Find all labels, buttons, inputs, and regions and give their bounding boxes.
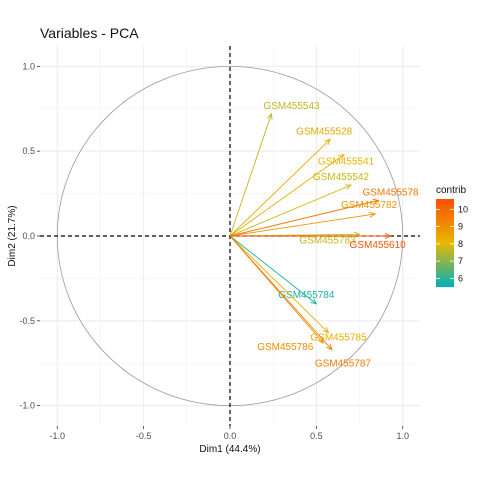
- x-tick-label: -0.5: [136, 431, 152, 441]
- vector-arrow: [229, 154, 345, 237]
- vector-label: GSM455785: [310, 333, 367, 344]
- y-tick-label: 0.0: [22, 231, 35, 241]
- legend-colorbar: [436, 199, 454, 287]
- x-tick-label: 1.0: [396, 431, 409, 441]
- vector-arrow: [229, 199, 379, 237]
- vector-label: GSM455782: [341, 200, 398, 211]
- vector-arrow: [229, 138, 331, 237]
- y-tick-label: -1.0: [19, 401, 35, 411]
- x-axis: -1.0 -0.5 0.0 0.5 1.0: [50, 426, 409, 441]
- vector-label: GSM455787: [315, 359, 372, 370]
- vector-arrow: [229, 235, 329, 334]
- vector-label: GSM455541: [318, 157, 375, 168]
- x-tick-label: -1.0: [50, 431, 66, 441]
- vector-arrow: [229, 235, 317, 305]
- vector-label: GSM455786: [257, 342, 314, 353]
- chart-title: Variables - PCA: [40, 25, 139, 41]
- vector-arrowhead: [324, 138, 331, 146]
- vector-arrowhead: [369, 211, 377, 218]
- vector-arrow: [229, 213, 376, 237]
- vector-arrow: [229, 184, 352, 237]
- y-axis: 1.0 0.5 0.0 -0.5 -1.0: [19, 61, 40, 411]
- vector-label: GSM455784: [278, 290, 335, 301]
- y-tick-label: 0.5: [22, 146, 35, 156]
- legend-title: contrib: [436, 185, 466, 196]
- legend-tick-label: 6: [458, 273, 463, 283]
- plot-panel: GSM455543 GSM455528 GSM455541 GSM455542 GSM4…: [40, 46, 420, 426]
- vectors: GSM455543 GSM455528 GSM455541 GSM455542 GSM4…: [229, 101, 419, 370]
- vector-label: GSM455542: [313, 172, 370, 183]
- legend-tick-label: 8: [458, 239, 463, 249]
- legend: contrib 6 7 8 9 10: [436, 185, 468, 287]
- vector-arrow: [229, 113, 272, 237]
- legend-tick-label: 7: [458, 256, 463, 266]
- vector-arrowhead: [344, 184, 352, 190]
- vector-arrowhead: [267, 112, 273, 120]
- vector-arrow: [229, 235, 333, 350]
- x-tick-label: 0.5: [310, 431, 323, 441]
- vector-arrowhead: [338, 153, 345, 160]
- legend-ticks: 6 7 8 9 10: [436, 204, 468, 283]
- vector-arrowhead: [384, 233, 392, 239]
- vector-label: GSM455783: [299, 235, 356, 246]
- vector-label: GSM455578: [362, 187, 419, 198]
- vector-arrowhead: [310, 298, 318, 305]
- vector-arrowhead: [322, 326, 330, 334]
- vector-arrowhead: [372, 198, 380, 205]
- vector-label: GSM455543: [263, 101, 320, 112]
- vector-label: GSM455528: [296, 126, 353, 137]
- y-tick-label: -0.5: [19, 316, 35, 326]
- x-axis-label: Dim1 (44.4%): [199, 444, 260, 455]
- vector-label: GSM455610: [350, 240, 407, 251]
- y-axis-label: Dim2 (21.7%): [7, 205, 18, 266]
- x-tick-label: 0.0: [224, 431, 237, 441]
- legend-tick-label: 10: [458, 204, 468, 214]
- y-tick-label: 1.0: [22, 61, 35, 71]
- legend-tick-label: 9: [458, 222, 463, 232]
- vector-arrowhead: [326, 343, 333, 351]
